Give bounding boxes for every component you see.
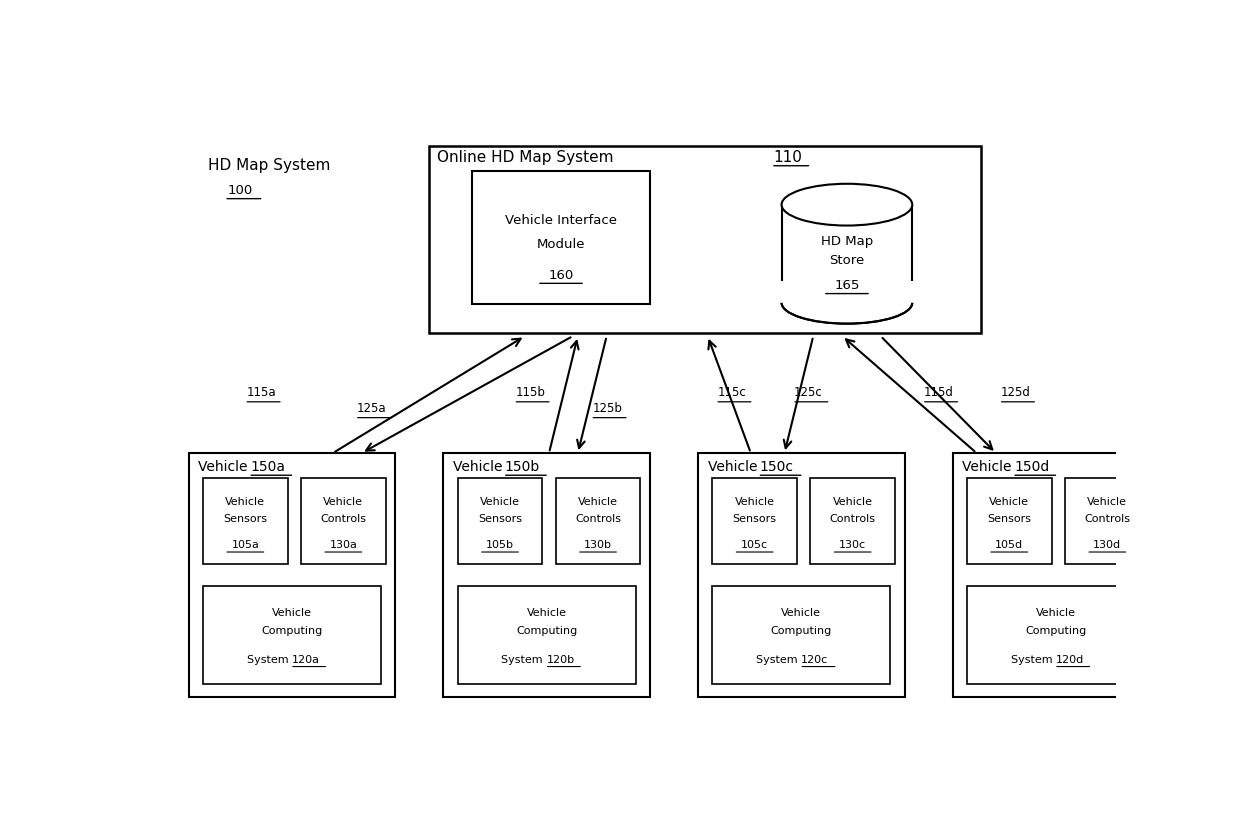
Text: 125d: 125d [1001,386,1030,399]
Text: Controls: Controls [575,514,621,524]
Text: HD Map: HD Map [821,234,873,247]
Text: Vehicle: Vehicle [453,460,507,474]
Text: HD Map System: HD Map System [208,158,330,173]
Bar [444,453,650,697]
Bar [712,478,797,564]
Text: 150d: 150d [1014,460,1049,474]
Text: System: System [501,654,547,664]
Text: 125c: 125c [794,386,823,399]
Text: Controls: Controls [320,514,366,524]
Text: Vehicle: Vehicle [833,497,873,507]
Text: 120d: 120d [1056,654,1084,664]
Text: 150c: 150c [759,460,794,474]
Text: 120b: 120b [547,654,574,664]
Text: Vehicle: Vehicle [962,460,1016,474]
Text: Computing: Computing [262,626,322,636]
Text: 130c: 130c [839,540,867,550]
Bar [698,453,904,697]
Bar [967,478,1052,564]
Text: 165: 165 [835,279,859,292]
Text: 115b: 115b [516,386,546,399]
Bar [472,172,650,304]
Text: System: System [247,654,291,664]
Text: Controls: Controls [1084,514,1131,524]
Text: 115a: 115a [247,386,277,399]
Text: Module: Module [537,238,585,251]
Text: Vehicle: Vehicle [527,608,567,618]
Text: Sensors: Sensors [733,514,776,524]
Text: Sensors: Sensors [987,514,1032,524]
Text: 130a: 130a [330,540,357,550]
Text: 110: 110 [773,150,802,165]
Text: 125b: 125b [593,402,622,415]
Bar [776,280,918,303]
Bar [458,478,542,564]
Text: System: System [756,654,801,664]
Bar [203,478,288,564]
Bar [203,586,381,684]
Ellipse shape [781,282,913,324]
Text: Sensors: Sensors [477,514,522,524]
Bar [1065,478,1149,564]
Bar [952,453,1159,697]
Bar [781,205,913,302]
Bar [811,478,895,564]
Text: 105d: 105d [996,540,1023,550]
Text: Sensors: Sensors [223,514,268,524]
Text: System: System [1011,654,1056,664]
Text: Vehicle: Vehicle [1035,608,1076,618]
Text: Vehicle: Vehicle [226,497,265,507]
Text: Vehicle: Vehicle [781,608,821,618]
Bar [712,586,890,684]
Text: Computing: Computing [770,626,832,636]
Text: Online HD Map System: Online HD Map System [436,150,618,165]
Text: Vehicle: Vehicle [1087,497,1127,507]
Bar [967,586,1145,684]
Text: Vehicle: Vehicle [198,460,252,474]
Text: 130b: 130b [584,540,613,550]
Text: Vehicle: Vehicle [734,497,775,507]
Text: 120a: 120a [291,654,320,664]
Text: 120c: 120c [801,654,828,664]
Text: 105c: 105c [742,540,769,550]
Ellipse shape [781,184,913,225]
Text: 100: 100 [227,184,252,197]
Text: 115d: 115d [924,386,954,399]
Bar [458,586,635,684]
Text: Computing: Computing [1025,626,1086,636]
Text: Store: Store [830,253,864,266]
Bar [429,146,982,333]
Bar [556,478,640,564]
Text: 115c: 115c [717,386,746,399]
Bar [301,478,386,564]
Text: Vehicle: Vehicle [990,497,1029,507]
Text: 130d: 130d [1094,540,1121,550]
Text: Vehicle: Vehicle [324,497,363,507]
Text: 150b: 150b [505,460,541,474]
Text: 125a: 125a [357,402,387,415]
Text: Vehicle Interface: Vehicle Interface [505,214,618,227]
Text: 160: 160 [548,269,574,282]
Text: Controls: Controls [830,514,875,524]
Text: Computing: Computing [516,626,578,636]
Text: Vehicle: Vehicle [272,608,312,618]
Text: Vehicle: Vehicle [578,497,618,507]
Text: Vehicle: Vehicle [708,460,761,474]
Text: 105a: 105a [232,540,259,550]
Text: Vehicle: Vehicle [480,497,520,507]
Bar [188,453,396,697]
Text: 150a: 150a [250,460,285,474]
Text: 105b: 105b [486,540,515,550]
